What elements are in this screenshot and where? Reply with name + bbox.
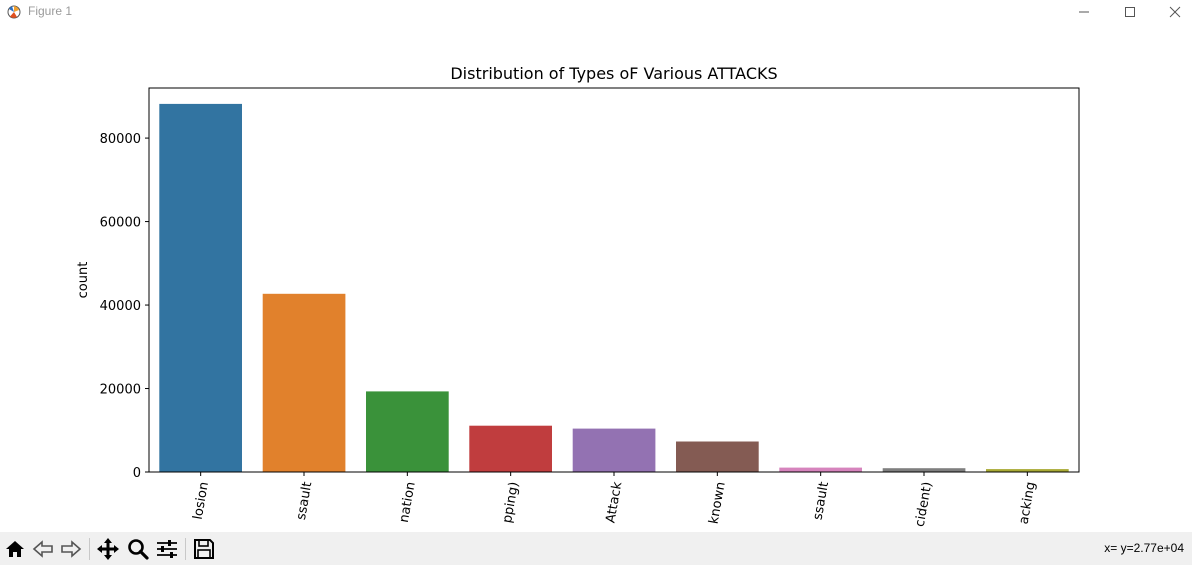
y-tick-label: 80000 bbox=[100, 132, 141, 147]
y-tick-label: 0 bbox=[133, 466, 141, 481]
minimize-icon bbox=[1079, 11, 1089, 13]
bar-1 bbox=[159, 103, 242, 473]
maximize-icon bbox=[1125, 7, 1135, 17]
forward-arrow-icon bbox=[61, 540, 82, 558]
bar-5 bbox=[572, 428, 656, 472]
maximize-button[interactable] bbox=[1107, 0, 1153, 24]
minimize-button[interactable] bbox=[1061, 0, 1107, 24]
axes-frame bbox=[148, 87, 1080, 473]
save-button[interactable] bbox=[191, 536, 217, 562]
x-tick-label: pping) bbox=[500, 481, 522, 525]
configure-subplots-button[interactable] bbox=[154, 536, 180, 562]
save-icon bbox=[194, 539, 214, 559]
bar-7 bbox=[779, 467, 862, 472]
cursor-coordinates: x= y=2.77e+04 bbox=[1104, 541, 1184, 555]
bar-2 bbox=[262, 293, 346, 472]
y-tick-label: 40000 bbox=[100, 299, 141, 314]
x-tick-label: cident) bbox=[913, 481, 936, 528]
x-tick-label: ssault bbox=[294, 481, 315, 521]
x-tick-label: losion bbox=[191, 481, 212, 521]
y-tick-label: 20000 bbox=[100, 383, 141, 398]
x-tick-label: nation bbox=[397, 481, 419, 524]
window-title: Figure 1 bbox=[28, 4, 73, 18]
back-arrow-icon bbox=[32, 540, 53, 558]
y-axis-label: count bbox=[76, 262, 91, 299]
home-icon bbox=[6, 541, 24, 557]
pan-button[interactable] bbox=[95, 536, 121, 562]
home-button[interactable] bbox=[2, 536, 28, 562]
bar-3 bbox=[366, 391, 449, 472]
pan-icon bbox=[97, 538, 119, 560]
x-tick-label: known bbox=[707, 481, 729, 526]
toolbar-separator bbox=[185, 538, 186, 560]
toolbar-separator bbox=[89, 538, 90, 560]
matplotlib-logo-icon bbox=[7, 5, 21, 19]
x-tick-label: ssault bbox=[811, 481, 832, 521]
close-button[interactable] bbox=[1152, 0, 1192, 24]
subplots-icon bbox=[157, 540, 177, 558]
x-tick-label: Attack bbox=[603, 480, 625, 524]
y-tick-label: 60000 bbox=[100, 216, 141, 231]
bar-4 bbox=[469, 425, 552, 472]
bar-8 bbox=[882, 468, 966, 472]
navigation-toolbar: x= y=2.77e+04 bbox=[0, 532, 1192, 565]
close-icon bbox=[1169, 6, 1181, 18]
x-tick-label: acking bbox=[1017, 481, 1039, 526]
bar-chart: losion ssault nation pping) Attack known ssaul… bbox=[76, 64, 1080, 528]
back-button[interactable] bbox=[30, 536, 56, 562]
bar-9 bbox=[986, 469, 1069, 472]
bar-6 bbox=[676, 441, 759, 472]
zoom-icon bbox=[128, 539, 149, 560]
window-titlebar: Figure 1 bbox=[0, 0, 1192, 24]
forward-button[interactable] bbox=[58, 536, 84, 562]
zoom-button[interactable] bbox=[125, 536, 151, 562]
chart-title: Distribution of Types oF Various ATTACKS bbox=[450, 64, 777, 83]
